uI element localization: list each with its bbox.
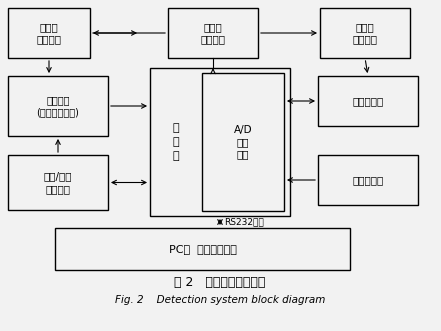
Text: 电磁波
信号放大: 电磁波 信号放大	[37, 22, 61, 44]
Text: 程控放大器: 程控放大器	[352, 96, 384, 106]
Bar	[8, 76, 108, 136]
Text: 喷油/排油
控制系统: 喷油/排油 控制系统	[44, 171, 72, 194]
Text: PC机  人机交互界面: PC机 人机交互界面	[168, 244, 236, 254]
Bar	[202, 73, 284, 211]
Bar	[8, 8, 90, 58]
Text: RS232转换: RS232转换	[224, 217, 264, 226]
Text: 相位差
测量电路: 相位差 测量电路	[352, 22, 377, 44]
Text: 单
片
机: 单 片 机	[173, 123, 179, 161]
Bar	[320, 8, 410, 58]
Bar	[318, 155, 418, 205]
Bar	[318, 76, 418, 126]
Bar	[168, 8, 258, 58]
Text: 检测装置
(同轴线传感器): 检测装置 (同轴线传感器)	[37, 95, 79, 117]
Bar	[55, 228, 350, 270]
Text: A/D
转换
电路: A/D 转换 电路	[234, 124, 252, 160]
Text: 电磁波
产生电路: 电磁波 产生电路	[201, 22, 225, 44]
Bar	[150, 68, 290, 216]
Text: Fig. 2    Detection system block diagram: Fig. 2 Detection system block diagram	[115, 295, 325, 305]
Text: 图 2   检测系统总体框图: 图 2 检测系统总体框图	[174, 275, 265, 289]
Text: 温度传感器: 温度传感器	[352, 175, 384, 185]
Bar	[8, 155, 108, 210]
